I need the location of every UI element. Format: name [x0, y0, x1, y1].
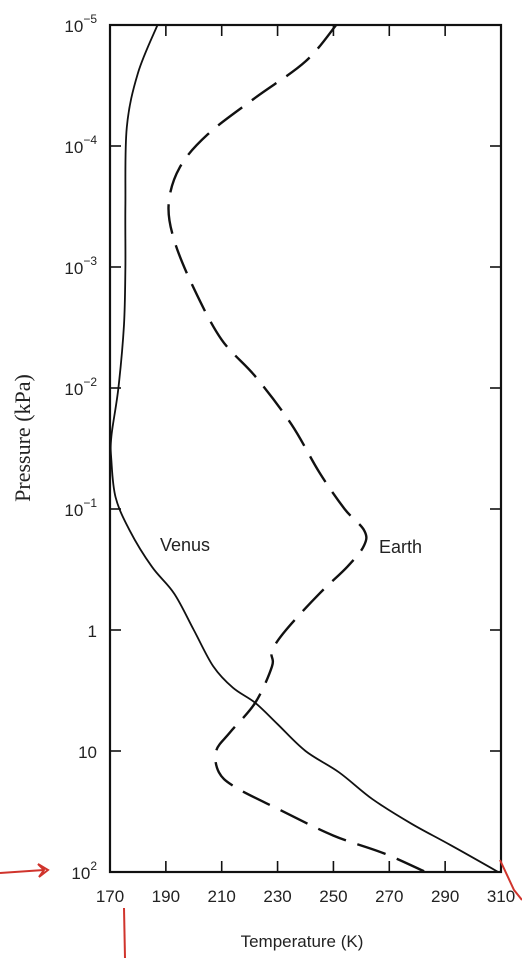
- red-diagonal-mark: [499, 859, 522, 901]
- handwritten-annotations: [0, 859, 522, 958]
- y-tick-exponent: −2: [83, 375, 97, 389]
- y-tick-base: 10: [78, 743, 97, 762]
- x-tick-label: 210: [208, 887, 236, 906]
- series-label-venus: Venus: [160, 535, 210, 555]
- x-tick-label: 170: [96, 887, 124, 906]
- plot-area: [108, 23, 503, 874]
- y-tick-label: 10−5: [64, 12, 97, 36]
- y-tick-label: 102: [71, 859, 97, 883]
- red-vertical-mark: [123, 907, 126, 958]
- x-tick-label: 230: [263, 887, 291, 906]
- y-tick-base: 1: [88, 622, 97, 641]
- y-tick-base: 10: [71, 864, 90, 883]
- y-tick-label: 10−1: [64, 496, 97, 520]
- x-axis-ticks: 170 190 210 230 250 270 290 310: [96, 25, 515, 906]
- y-tick-exponent: −3: [83, 254, 97, 268]
- y-tick-base: 10: [64, 501, 83, 520]
- y-tick-base: 10: [64, 380, 83, 399]
- y-tick-label: 10−3: [64, 254, 97, 278]
- x-axis-title: Temperature (K): [241, 932, 364, 951]
- y-tick-base: 10: [64, 138, 83, 157]
- y-tick-label: 10−2: [64, 375, 97, 399]
- series-line-earth: [167, 24, 427, 874]
- plot-frame: [108, 23, 503, 874]
- y-tick-exponent: 2: [90, 859, 97, 873]
- y-tick-label: 1: [88, 622, 97, 641]
- x-tick-label: 290: [431, 887, 459, 906]
- y-tick-base: 10: [64, 17, 83, 36]
- series-label-earth: Earth: [379, 537, 422, 557]
- red-arrow-head: [37, 863, 50, 878]
- series-layer: [109, 24, 499, 874]
- y-tick-label: 10−4: [64, 133, 97, 157]
- series-line-venus: [109, 24, 499, 873]
- x-tick-label: 190: [152, 887, 180, 906]
- y-tick-exponent: −1: [83, 496, 97, 510]
- x-tick-label: 310: [487, 887, 515, 906]
- x-tick-label: 250: [319, 887, 347, 906]
- y-tick-exponent: −5: [83, 12, 97, 26]
- y-tick-label: 10: [78, 743, 97, 762]
- x-tick-label: 270: [375, 887, 403, 906]
- red-arrow-shaft: [0, 869, 45, 874]
- y-axis-title: Pressure (kPa): [10, 374, 35, 502]
- y-tick-base: 10: [64, 259, 83, 278]
- y-tick-exponent: −4: [83, 133, 97, 147]
